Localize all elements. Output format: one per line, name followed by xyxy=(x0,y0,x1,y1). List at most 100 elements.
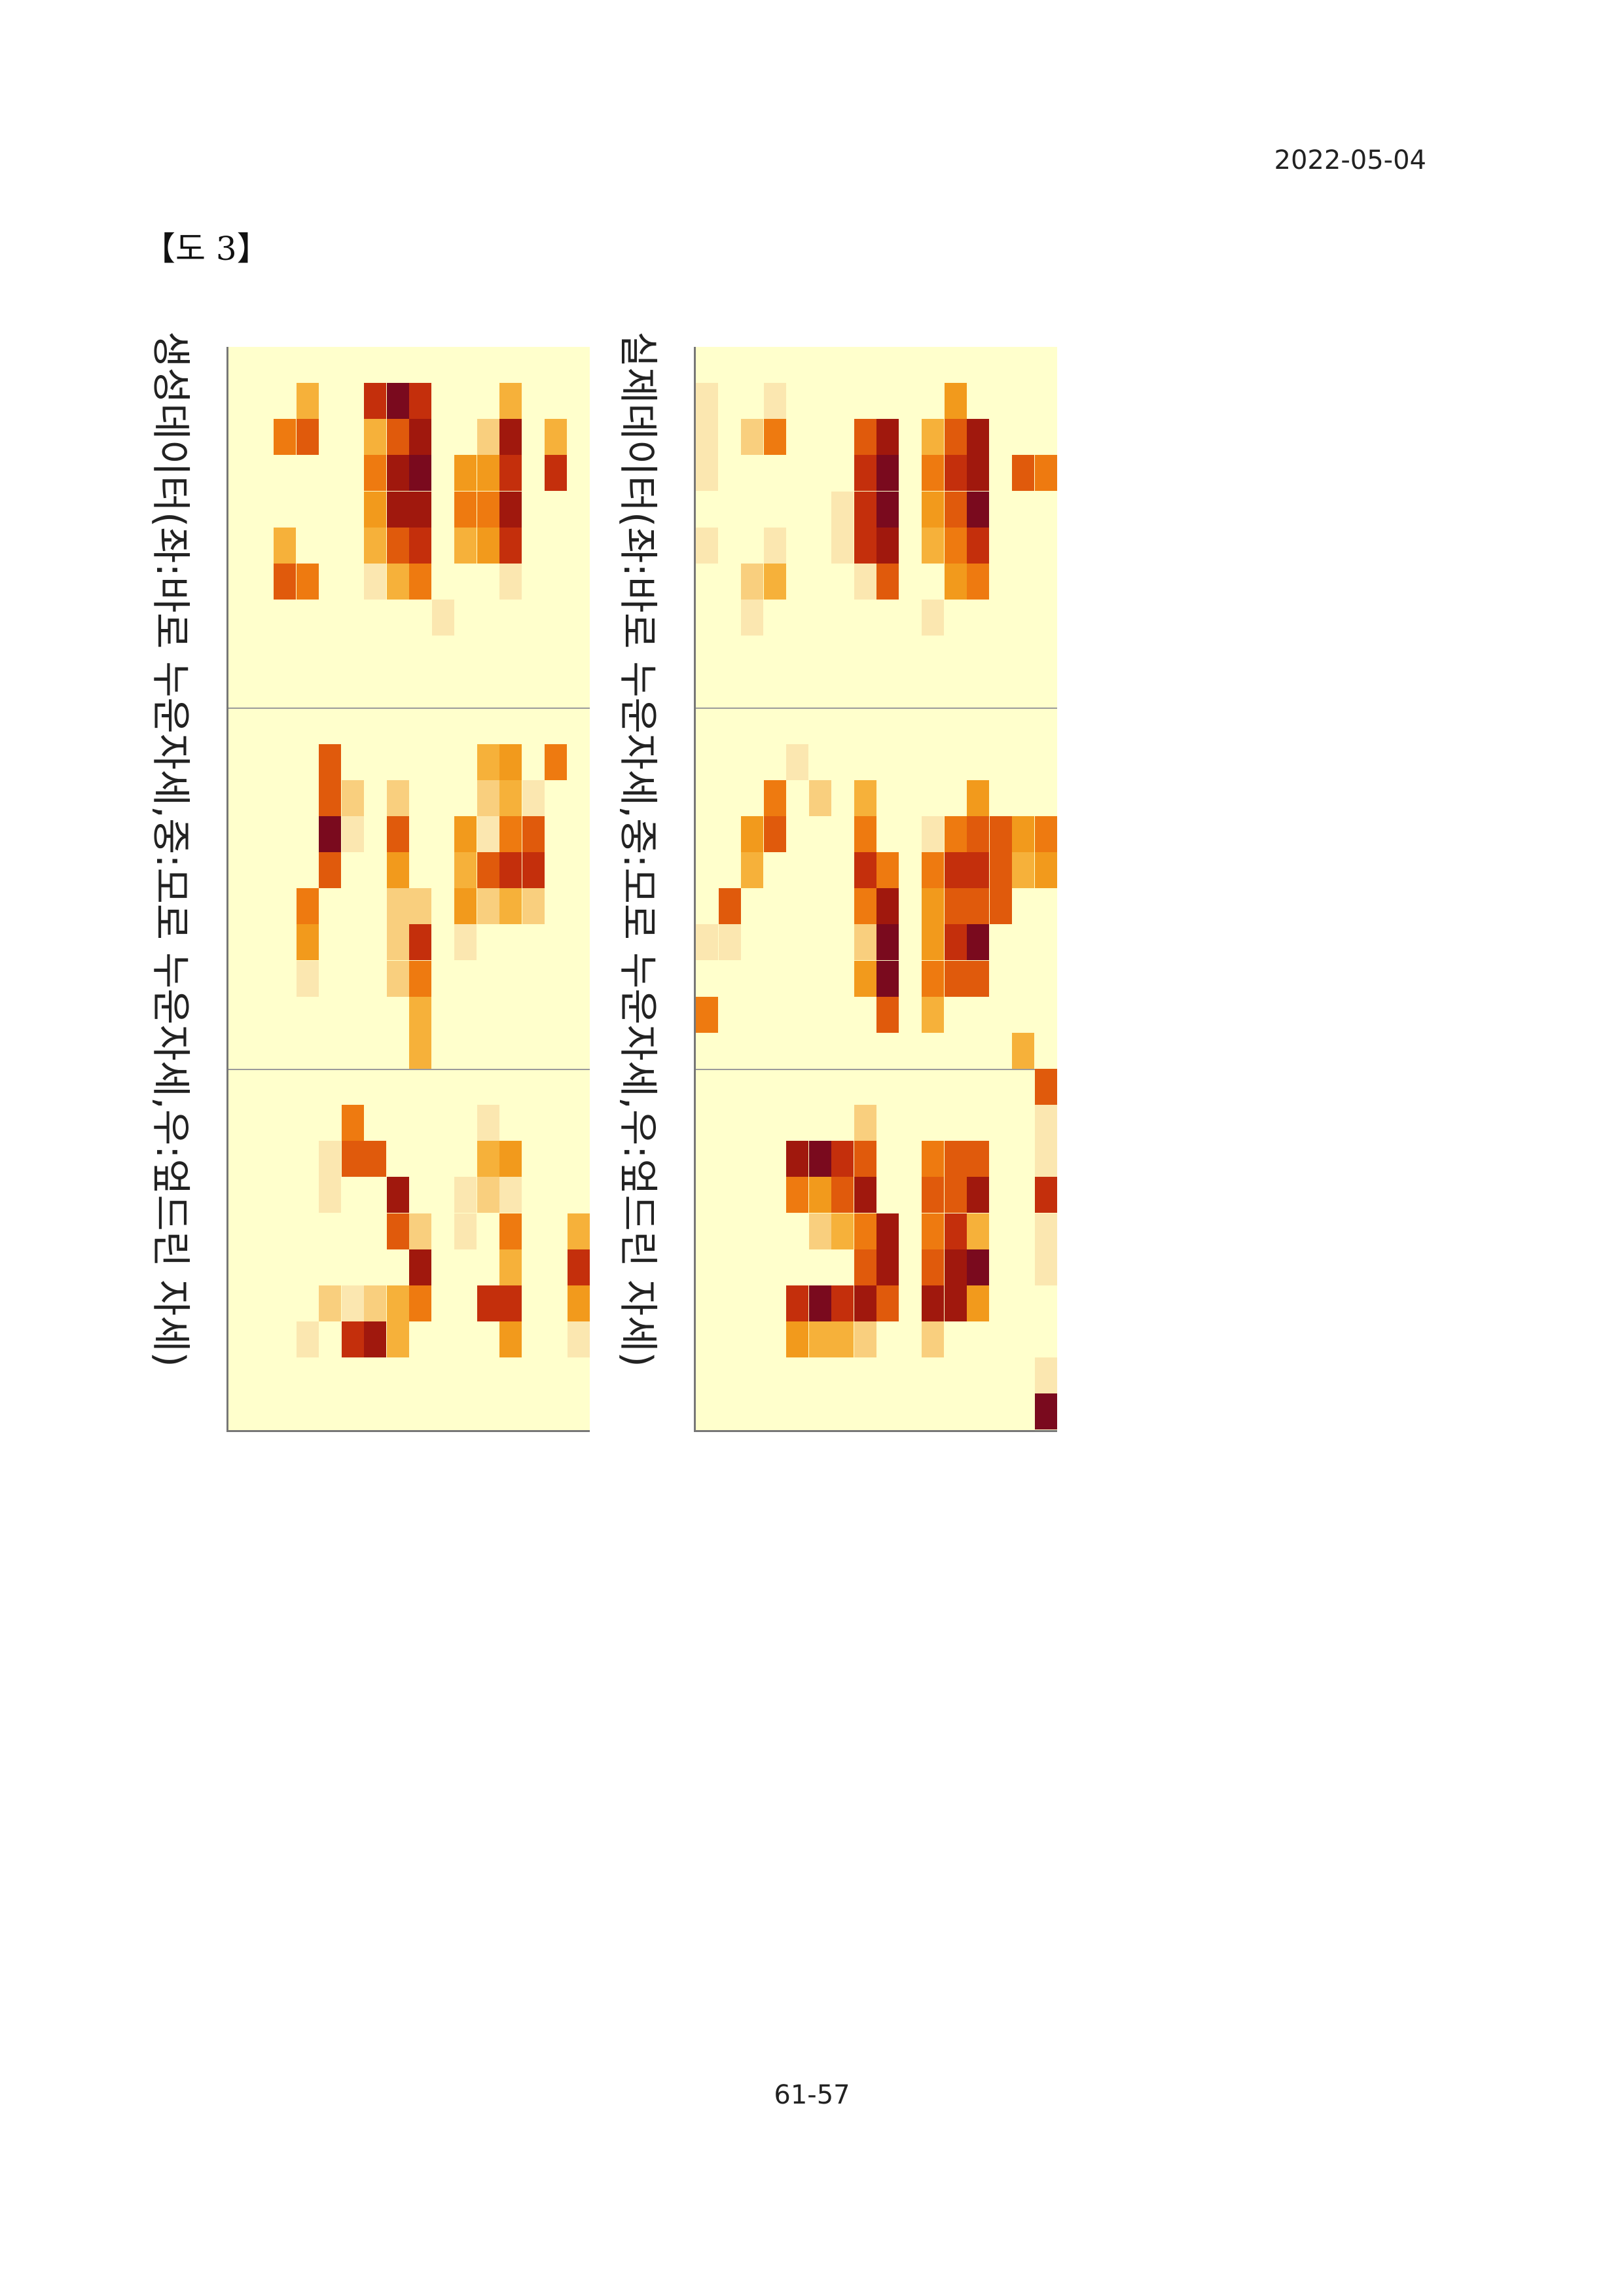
heatmap-cell xyxy=(341,1141,364,1177)
heatmap-cell xyxy=(386,491,409,528)
heatmap-cell xyxy=(1012,455,1034,492)
heatmap-cell xyxy=(1034,1393,1057,1430)
panel-divider xyxy=(696,1069,1057,1070)
heatmap-cell xyxy=(522,852,545,889)
heatmap-cell xyxy=(499,888,522,925)
heatmap-cell xyxy=(319,1141,341,1177)
heatmap-cell xyxy=(808,780,831,816)
heatmap-cell xyxy=(499,383,522,420)
heatmap-cell xyxy=(831,1285,854,1321)
heatmap-cell xyxy=(944,1213,967,1249)
heatmap-cell xyxy=(967,816,989,852)
heatmap-cell xyxy=(364,491,386,528)
heatmap-cell xyxy=(944,816,967,852)
heatmap-cell xyxy=(477,816,499,852)
heatmap-cell xyxy=(1034,852,1057,889)
heatmap-cell xyxy=(319,852,341,889)
heatmap-cell xyxy=(522,816,545,852)
heatmap-cell xyxy=(741,419,763,456)
heatmap-cell xyxy=(854,1249,876,1285)
heatmap-cell xyxy=(808,1285,831,1321)
heatmap-cell xyxy=(364,527,386,564)
heatmap-cell xyxy=(296,1321,319,1358)
heatmap-cell xyxy=(808,1321,831,1358)
heatmap-cell xyxy=(499,744,522,780)
heatmap-cell xyxy=(296,383,319,420)
heatmap-cell xyxy=(499,780,522,816)
panel-divider xyxy=(696,708,1057,709)
heatmap-cell xyxy=(786,1321,808,1358)
heatmap-cell xyxy=(386,455,409,492)
heatmap-cell xyxy=(386,563,409,600)
heatmap-cell xyxy=(499,816,522,852)
heatmap-cell xyxy=(944,924,967,961)
heatmap-cell xyxy=(944,455,967,492)
heatmap-cell xyxy=(454,852,477,889)
heatmap-cell xyxy=(341,780,364,816)
heatmap-cell xyxy=(944,852,967,889)
heatmap-cell xyxy=(386,419,409,456)
heatmap-cell xyxy=(409,1249,431,1285)
heatmap-cell xyxy=(944,960,967,997)
heatmap-cell xyxy=(741,600,763,636)
heatmap-cell xyxy=(854,1213,876,1249)
heatmap-cell xyxy=(944,419,967,456)
heatmap-cell xyxy=(477,527,499,564)
heatmap-cell xyxy=(454,491,477,528)
heatmap-cell xyxy=(944,1141,967,1177)
heatmap-cell xyxy=(1034,1357,1057,1394)
heatmap-cell xyxy=(454,816,477,852)
heatmap-cell xyxy=(808,1141,831,1177)
heatmap-cell xyxy=(696,924,718,961)
heatmap-cell xyxy=(922,888,944,925)
heatmap-cell xyxy=(477,744,499,780)
heatmap-cell xyxy=(922,816,944,852)
heatmap-cell xyxy=(499,1321,522,1358)
heatmap-cell xyxy=(741,852,763,889)
heatmap-cell xyxy=(364,455,386,492)
heatmap-cell xyxy=(854,1177,876,1213)
heatmap-cell xyxy=(989,888,1012,925)
heatmap-cell xyxy=(454,455,477,492)
heatmap-cell xyxy=(454,527,477,564)
heatmap-cell xyxy=(499,491,522,528)
heatmap-cell xyxy=(944,888,967,925)
heatmap-cell xyxy=(854,455,876,492)
heatmap-cell xyxy=(1012,816,1034,852)
heatmap-cell xyxy=(741,563,763,600)
heatmap-cell xyxy=(944,491,967,528)
heatmap-cell xyxy=(477,852,499,889)
heatmap-cell xyxy=(944,563,967,600)
heatmap-cell xyxy=(364,1321,386,1358)
heatmap-cell xyxy=(386,383,409,420)
heatmap-cell xyxy=(319,780,341,816)
heatmap-cell xyxy=(1034,455,1057,492)
heatmap-cell xyxy=(696,455,718,492)
heatmap-cell xyxy=(386,960,409,997)
heatmap-cell xyxy=(431,600,454,636)
heatmap-cell xyxy=(409,491,431,528)
heatmap-cell xyxy=(567,1285,590,1321)
heatmap-cell xyxy=(922,1177,944,1213)
heatmap-cell xyxy=(967,888,989,925)
heatmap-cell xyxy=(409,563,431,600)
heatmap-cell xyxy=(499,419,522,456)
heatmap-cell xyxy=(808,1213,831,1249)
heatmap-cell xyxy=(1034,1141,1057,1177)
real-data-heatmap xyxy=(694,347,1057,1432)
heatmap-cell xyxy=(1034,1177,1057,1213)
heatmap-cell xyxy=(922,600,944,636)
heatmap-cell xyxy=(854,419,876,456)
heatmap-cell xyxy=(854,1285,876,1321)
heatmap-cell xyxy=(386,888,409,925)
heatmap-cell xyxy=(522,780,545,816)
heatmap-cell xyxy=(386,780,409,816)
heatmap-cell xyxy=(944,1285,967,1321)
heatmap-cell xyxy=(386,924,409,961)
heatmap-cell xyxy=(876,1249,899,1285)
heatmap-cell xyxy=(1034,816,1057,852)
heatmap-cell xyxy=(876,563,899,600)
heatmap-cell xyxy=(499,1213,522,1249)
heatmap-cell xyxy=(409,1032,431,1069)
heatmap-cell xyxy=(454,924,477,961)
